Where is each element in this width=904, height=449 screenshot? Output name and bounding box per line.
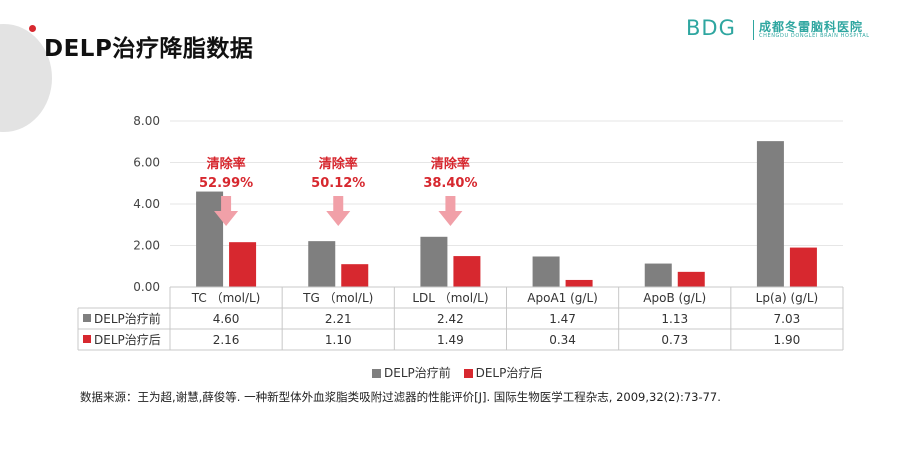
table-series-swatch [83, 335, 91, 343]
table-series-name: DELP治疗前 [94, 311, 161, 326]
bar-before [644, 263, 672, 287]
down-arrow-icon [438, 196, 463, 226]
bar-before [756, 141, 784, 287]
logo-mark: BDG [686, 16, 736, 40]
x-category-label: TC （mol/L) [191, 291, 261, 305]
data-label: 1.13 [661, 312, 688, 326]
x-category-label: TG （mol/L) [302, 291, 373, 305]
data-label: 2.42 [437, 312, 464, 326]
bar-before [420, 236, 448, 287]
hospital-logo: BDG 成都冬雷脑科医院 CHENGDU DONGLEI BRAIN HOSPI… [686, 16, 886, 43]
annotation-value: 38.40% [423, 176, 477, 191]
data-label: 1.90 [774, 333, 801, 347]
source-citation: 数据来源：王为超,谢慧,薛俊等. 一种新型体外血浆脂类吸附过滤器的性能评价[J]… [80, 390, 721, 404]
bar-after [565, 279, 593, 287]
legend-label-before: DELP治疗前 [384, 366, 451, 380]
page-title: DELP治疗降脂数据 [44, 36, 254, 62]
y-tick-label: 2.00 [133, 239, 160, 253]
data-label: 2.16 [213, 333, 240, 347]
y-tick-label: 0.00 [133, 280, 160, 294]
legend-swatch-after [463, 369, 473, 378]
down-arrow-icon [214, 196, 239, 226]
table-series-swatch [83, 314, 91, 322]
logo-name-cn: 成都冬雷脑科医院 [759, 20, 864, 34]
bar-before [532, 256, 560, 287]
bar-before [308, 241, 336, 287]
annotation-value: 52.99% [199, 176, 253, 191]
annotation-value: 50.12% [311, 176, 365, 191]
bar-after [341, 264, 369, 287]
bar-after [789, 247, 817, 287]
x-category-label: Lp(a) (g/L) [756, 291, 819, 305]
x-category-label: LDL （mol/L) [412, 291, 488, 305]
legend-swatch-before [372, 369, 381, 378]
bar-before [196, 191, 224, 287]
y-tick-label: 4.00 [133, 197, 160, 211]
logo-divider [753, 20, 754, 40]
bar-after [453, 256, 481, 287]
annotation-label: 清除率 [207, 156, 246, 172]
data-label: 1.10 [325, 333, 352, 347]
legend-label-after: DELP治疗后 [475, 366, 543, 380]
data-label: 0.73 [661, 333, 688, 347]
legend-item-after: DELP治疗后 [463, 364, 543, 381]
logo-name-en: CHENGDU DONGLEI BRAIN HOSPITAL [759, 33, 870, 39]
annotation-label: 清除率 [431, 156, 470, 172]
bar-after [229, 242, 257, 287]
data-label: 0.34 [549, 333, 576, 347]
data-label: 1.47 [549, 312, 576, 326]
data-label: 4.60 [213, 312, 240, 326]
decorative-red-dot [29, 25, 36, 32]
chart-legend: DELP治疗前 DELP治疗后 [372, 364, 551, 381]
data-label: 7.03 [774, 312, 801, 326]
x-category-label: ApoB (g/L) [643, 291, 706, 305]
table-series-name: DELP治疗后 [94, 333, 161, 347]
down-arrow-icon [326, 196, 351, 226]
legend-item-before: DELP治疗前 [372, 364, 451, 381]
data-label: 1.49 [437, 333, 464, 347]
y-tick-label: 6.00 [133, 156, 160, 170]
annotation-label: 清除率 [319, 156, 358, 172]
y-tick-label: 8.00 [133, 114, 160, 128]
x-category-label: ApoA1 (g/L) [527, 291, 598, 305]
bar-after [677, 271, 705, 287]
data-label: 2.21 [325, 312, 352, 326]
